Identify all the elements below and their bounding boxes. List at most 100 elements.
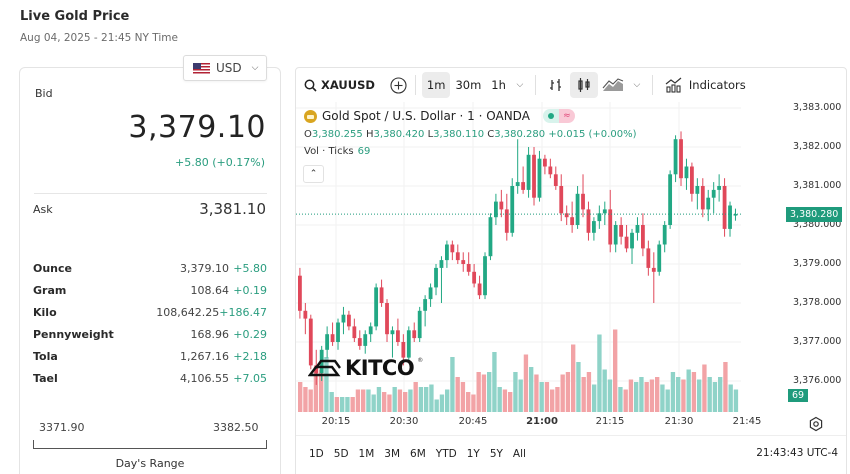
candlestick-chart[interactable] (296, 102, 741, 412)
range-1m[interactable]: 1M (358, 447, 375, 460)
price-card (19, 67, 281, 474)
x-tick: 21:15 (595, 416, 625, 427)
indicators-icon (665, 77, 682, 93)
indicators-label: Indicators (688, 78, 746, 92)
unit-row-tael: Tael 4,106.55 +7.05 (33, 367, 267, 389)
chart-legend-title: Gold Spot / U.S. Dollar · 1 · OANDA ≈ (304, 109, 575, 123)
interval-1m[interactable]: 1m (421, 72, 451, 98)
x-tick: 21:30 (664, 416, 694, 427)
x-tick: 20:30 (389, 416, 419, 427)
gear-icon (809, 416, 823, 432)
kitco-logo: KITCO ® (308, 356, 423, 380)
us-flag-icon (193, 62, 210, 74)
toolbar-divider (534, 75, 536, 95)
y-tick: 3,377.000 (793, 336, 842, 347)
chevron-down-icon: ⌵ (251, 63, 259, 73)
unit-price: 4,106.55 (180, 371, 229, 385)
plus-circle-icon (390, 76, 407, 94)
compare-symbol-button[interactable] (389, 72, 409, 98)
x-tick: 21:45 (732, 416, 762, 427)
unit-price-table: Ounce 3,379.10 +5.80 Gram 108.64 +0.19 K… (33, 257, 267, 389)
unit-price: 1,267.16 (180, 349, 229, 363)
candles-style-button[interactable] (569, 72, 598, 98)
unit-row-gram: Gram 108.64 +0.19 (33, 279, 267, 301)
page-title: Live Gold Price (20, 9, 130, 24)
chart-canvas (296, 102, 741, 412)
unit-name: Gram (33, 283, 67, 297)
unit-name: Tael (33, 371, 58, 385)
interval-dropdown[interactable]: ⌵ (516, 80, 524, 90)
day-range-label: Day's Range (115, 457, 185, 470)
change-value: +0.015 (+0.00%) (548, 129, 637, 140)
range-5d[interactable]: 5D (333, 447, 349, 460)
last-price-tag: 3,380.280 (786, 207, 843, 222)
range-3m[interactable]: 3M (384, 447, 401, 460)
market-status-pill[interactable]: ≈ (542, 109, 575, 123)
bars-style-button[interactable] (542, 72, 570, 98)
day-range-bar (33, 440, 267, 449)
page-subtitle: Aug 04, 2025 - 21:45 NY Time (20, 32, 178, 44)
gold-coin-icon (304, 109, 317, 123)
high-label: H (365, 129, 374, 140)
chevron-up-icon: ⌃ (309, 169, 318, 179)
low-label: L (427, 129, 434, 140)
axis-settings-button[interactable] (808, 416, 824, 432)
last-volume-tag: 69 (788, 389, 809, 402)
kitco-gold-bars-icon (308, 359, 341, 377)
unit-row-kilo: Kilo 108,642.25 +186.47 (33, 301, 267, 323)
collapse-legend-button[interactable]: ⌃ (303, 165, 324, 183)
unit-change: +2.18 (233, 349, 267, 363)
ohlc-values: O3,380.255 H3,380.420 L3,380.110 C3,380.… (304, 129, 636, 140)
open-value: 3,380.255 (311, 129, 363, 140)
area-style-button[interactable] (598, 72, 628, 98)
area-chart-icon (602, 78, 624, 91)
unit-name: Pennyweight (33, 327, 114, 341)
unit-change: +7.05 (233, 371, 267, 385)
market-open-icon (542, 109, 559, 123)
symbol-search[interactable]: XAUUSD (304, 72, 375, 98)
unit-row-ounce: Ounce 3,379.10 +5.80 (33, 257, 267, 279)
candlestick-icon (578, 78, 590, 92)
range-1d[interactable]: 1D (309, 447, 324, 460)
high-value: 3,380.420 (373, 129, 425, 140)
price-axis[interactable]: 3,383.000 3,382.000 3,381.000 3,380.000 … (741, 102, 846, 412)
bid-label: Bid (35, 87, 53, 100)
y-tick: 3,380.000 (793, 219, 842, 230)
range-1y[interactable]: 1Y (466, 447, 480, 460)
volume-label: Vol · Ticks (304, 146, 354, 157)
data-delay-icon: ≈ (558, 109, 575, 123)
unit-name: Ounce (33, 261, 72, 275)
search-icon (304, 79, 317, 92)
interval-30m[interactable]: 30m (455, 78, 482, 92)
x-tick: 20:15 (321, 416, 351, 427)
bid-change: +5.80 (+0.17%) (175, 156, 265, 169)
ask-price: 3,381.10 (199, 200, 266, 218)
time-axis[interactable]: 20:15 20:30 20:45 21:00 21:15 21:30 21:4… (296, 413, 766, 433)
x-tick: 20:45 (458, 416, 488, 427)
y-tick: 3,382.000 (793, 141, 842, 152)
chart-style-dropdown[interactable]: ⌵ (633, 80, 641, 90)
divider (34, 193, 267, 194)
close-label: C (487, 129, 495, 140)
chart-clock[interactable]: 21:43:43 UTC-4 (756, 447, 838, 459)
y-tick: 3,376.000 (793, 375, 842, 386)
range-all[interactable]: All (512, 447, 526, 460)
range-bar: 1D 5D 1M 3M 6M YTD 1Y 5Y All 21:43:43 UT… (296, 435, 846, 471)
indicators-button[interactable]: Indicators (665, 72, 746, 98)
range-ytd[interactable]: YTD (435, 447, 457, 460)
open-label: O (304, 129, 312, 140)
unit-row-tola: Tola 1,267.16 +2.18 (33, 345, 267, 367)
chart-toolbar: XAUUSD 1m 30m 1h ⌵ ⌵ Indicators (296, 68, 846, 102)
interval-1h[interactable]: 1h (491, 78, 506, 92)
y-tick: 3,383.000 (793, 102, 842, 113)
unit-price: 108,642.25 (156, 305, 220, 319)
unit-name: Kilo (33, 305, 57, 319)
symbol-label: XAUUSD (321, 78, 375, 92)
range-5y[interactable]: 5Y (489, 447, 503, 460)
unit-change: +186.47 (219, 305, 267, 319)
unit-change: +5.80 (233, 261, 267, 275)
range-6m[interactable]: 6M (410, 447, 426, 460)
ask-label: Ask (33, 203, 53, 216)
currency-select[interactable]: USD ⌵ (183, 55, 267, 81)
y-tick: 3,379.000 (793, 258, 842, 269)
